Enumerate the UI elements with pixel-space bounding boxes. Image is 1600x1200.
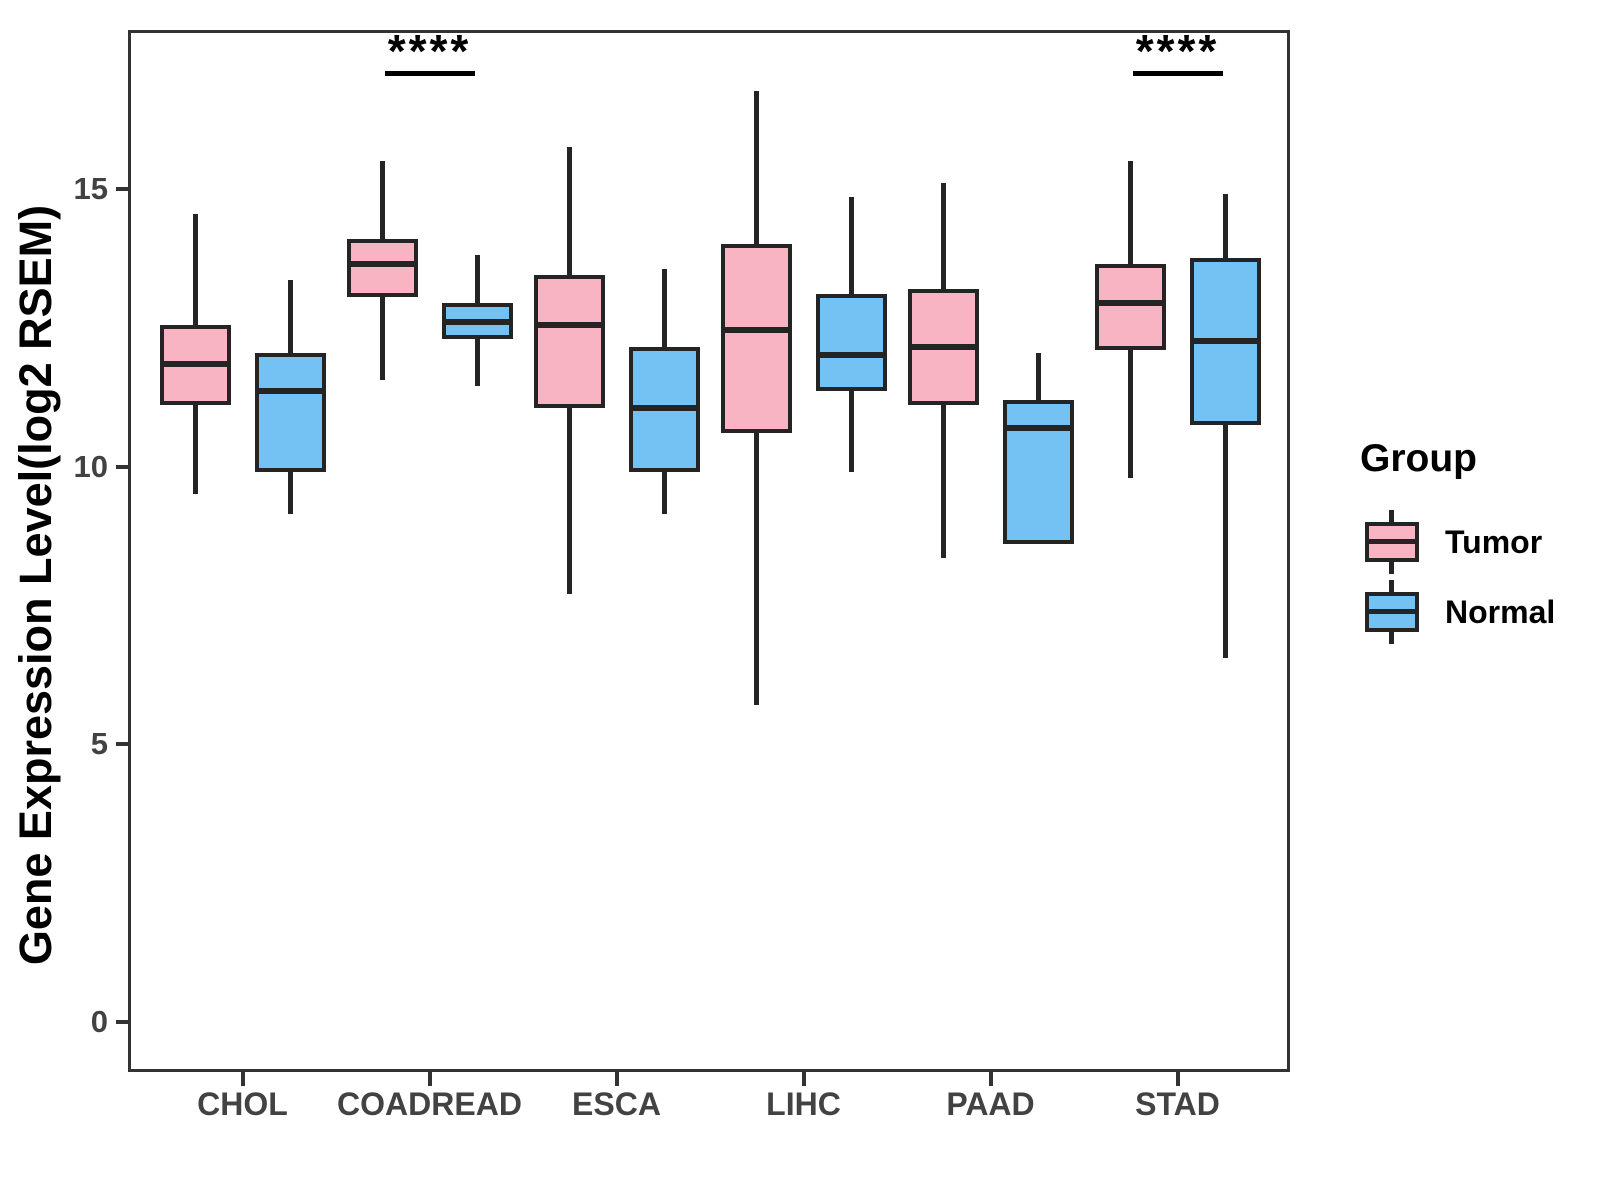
box-normal-paad	[1002, 399, 1074, 545]
median-tumor-lihc	[724, 327, 788, 334]
significance-stars-coadread: ****	[387, 25, 472, 77]
y-tick-mark	[116, 464, 128, 469]
median-tumor-paad	[911, 344, 975, 351]
box-tumor-coadread	[346, 238, 418, 297]
x-tick-label-stad: STAD	[1135, 1086, 1220, 1122]
y-tick-label: 10	[73, 448, 108, 484]
x-tick-label-paad: PAAD	[946, 1086, 1035, 1122]
median-normal-chol	[258, 388, 322, 395]
box-tumor-esca	[533, 274, 605, 409]
legend-entries: Tumor Normal	[1330, 510, 1600, 644]
median-normal-lihc	[819, 352, 883, 359]
median-normal-coadread	[445, 319, 509, 326]
box-tumor-lihc	[720, 244, 792, 434]
x-tick-label-lihc: LIHC	[766, 1086, 841, 1122]
median-normal-esca	[632, 405, 696, 412]
significance-bar-coadread	[384, 71, 475, 76]
y-tick-label: 0	[90, 1004, 108, 1040]
legend-entry-tumor: Tumor	[1365, 510, 1600, 574]
y-tick-mark	[116, 186, 128, 191]
significance-bar-stad	[1132, 71, 1223, 76]
box-normal-lihc	[815, 294, 887, 392]
whisker-normal-stad	[1222, 194, 1228, 659]
median-normal-paad	[1006, 424, 1070, 431]
median-tumor-coadread	[350, 260, 414, 267]
x-tick-mark	[801, 1072, 806, 1086]
median-tumor-stad	[1098, 299, 1162, 306]
y-tick-mark	[116, 1020, 128, 1025]
x-tick-mark	[1175, 1072, 1180, 1086]
median-normal-stad	[1193, 338, 1257, 345]
legend-key-boxplot-icon-normal	[1365, 580, 1419, 644]
x-tick-mark	[988, 1072, 993, 1086]
legend: Group Tumor Normal	[1330, 436, 1600, 644]
x-tick-label-chol: CHOL	[197, 1086, 288, 1122]
median-tumor-esca	[537, 321, 601, 328]
y-tick-label: 5	[90, 726, 108, 762]
median-tumor-chol	[163, 360, 227, 367]
legend-entry-normal: Normal	[1365, 580, 1600, 644]
x-tick-label-esca: ESCA	[572, 1086, 661, 1122]
plot-panel	[128, 30, 1290, 1072]
y-tick-label: 15	[73, 170, 108, 206]
significance-stars-stad: ****	[1135, 25, 1220, 77]
legend-key-median	[1369, 609, 1415, 614]
x-tick-label-coadread: COADREAD	[337, 1086, 522, 1122]
legend-label-tumor: Tumor	[1445, 523, 1543, 560]
box-tumor-stad	[1094, 263, 1166, 350]
x-tick-mark	[427, 1072, 432, 1086]
legend-key-median	[1369, 539, 1415, 544]
box-normal-chol	[254, 352, 326, 473]
legend-title: Group	[1360, 437, 1477, 480]
y-tick-mark	[116, 742, 128, 747]
legend-label-normal: Normal	[1445, 593, 1556, 630]
x-tick-mark	[240, 1072, 245, 1086]
x-tick-mark	[614, 1072, 619, 1086]
legend-key-boxplot-icon-tumor	[1365, 510, 1419, 574]
y-axis-title: Gene Expression Level(log2 RSEM)	[10, 204, 61, 966]
